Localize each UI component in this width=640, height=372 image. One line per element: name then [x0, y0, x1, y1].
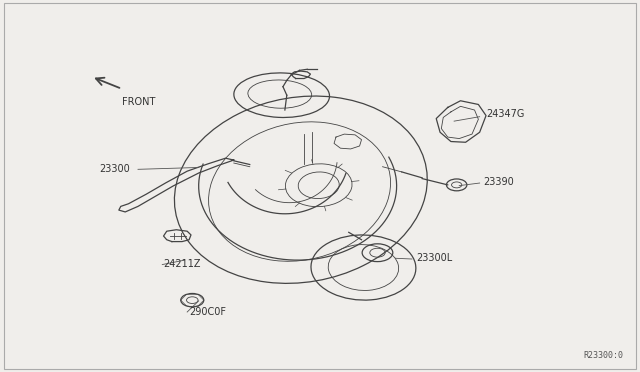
Text: FRONT: FRONT [122, 96, 156, 106]
Text: 23390: 23390 [483, 177, 513, 187]
Text: 23300L: 23300L [416, 253, 452, 263]
Text: 24347G: 24347G [486, 109, 524, 119]
Text: 24211Z: 24211Z [164, 259, 201, 269]
Text: 23300: 23300 [100, 164, 131, 174]
Text: 290C0F: 290C0F [189, 307, 226, 317]
Text: R23300:0: R23300:0 [583, 351, 623, 360]
